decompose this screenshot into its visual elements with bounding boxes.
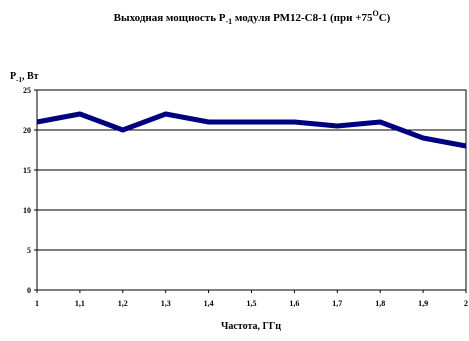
y-tick-labels: 0 5 10 15 20 25: [23, 86, 37, 295]
y-tick-label: 20: [23, 126, 31, 135]
y-tick-label: 15: [23, 166, 31, 175]
grid-lines: [37, 129, 466, 251]
x-tick-label: 1: [35, 299, 39, 308]
y-tick-label: 0: [27, 286, 31, 295]
title-subscript: -1: [225, 17, 232, 26]
title-end: C): [379, 12, 391, 24]
title-rest: модуля РМ12-С8-1 (при +75: [232, 12, 373, 24]
x-tick-label: 2: [464, 299, 468, 308]
title-main: Выходная мощность P: [114, 12, 226, 24]
y-tick-label: 10: [23, 206, 31, 215]
x-tick-labels: 1 1,1 1,2 1,3 1,4 1,5 1,6 1,7 1,8 1,9 2: [35, 290, 468, 308]
series-layer: [36, 111, 467, 149]
ylabel-main: P: [10, 71, 16, 82]
x-tick-label: 1,8: [375, 299, 385, 308]
ylabel-subscript: -1: [16, 76, 22, 84]
title-superscript: O: [373, 9, 379, 18]
x-tick-label: 1,5: [247, 299, 257, 308]
y-tick-label: 25: [23, 86, 31, 95]
x-tick-label: 1,4: [204, 299, 214, 308]
x-tick-label: 1,9: [418, 299, 428, 308]
y-tick-label: 5: [27, 246, 31, 255]
y-axis-label: P-1, Вт: [10, 71, 39, 84]
x-tick-label: 1,7: [332, 299, 342, 308]
x-axis-label: Частота, ГГц: [221, 321, 281, 332]
x-tick-label: 1,1: [75, 299, 85, 308]
x-tick-label: 1,6: [289, 299, 299, 308]
x-tick-label: 1,2: [118, 299, 128, 308]
x-tick-label: 1,3: [161, 299, 171, 308]
chart-title: Выходная мощность P-1 модуля РМ12-С8-1 (…: [114, 9, 391, 26]
ylabel-rest: , Вт: [22, 71, 39, 82]
